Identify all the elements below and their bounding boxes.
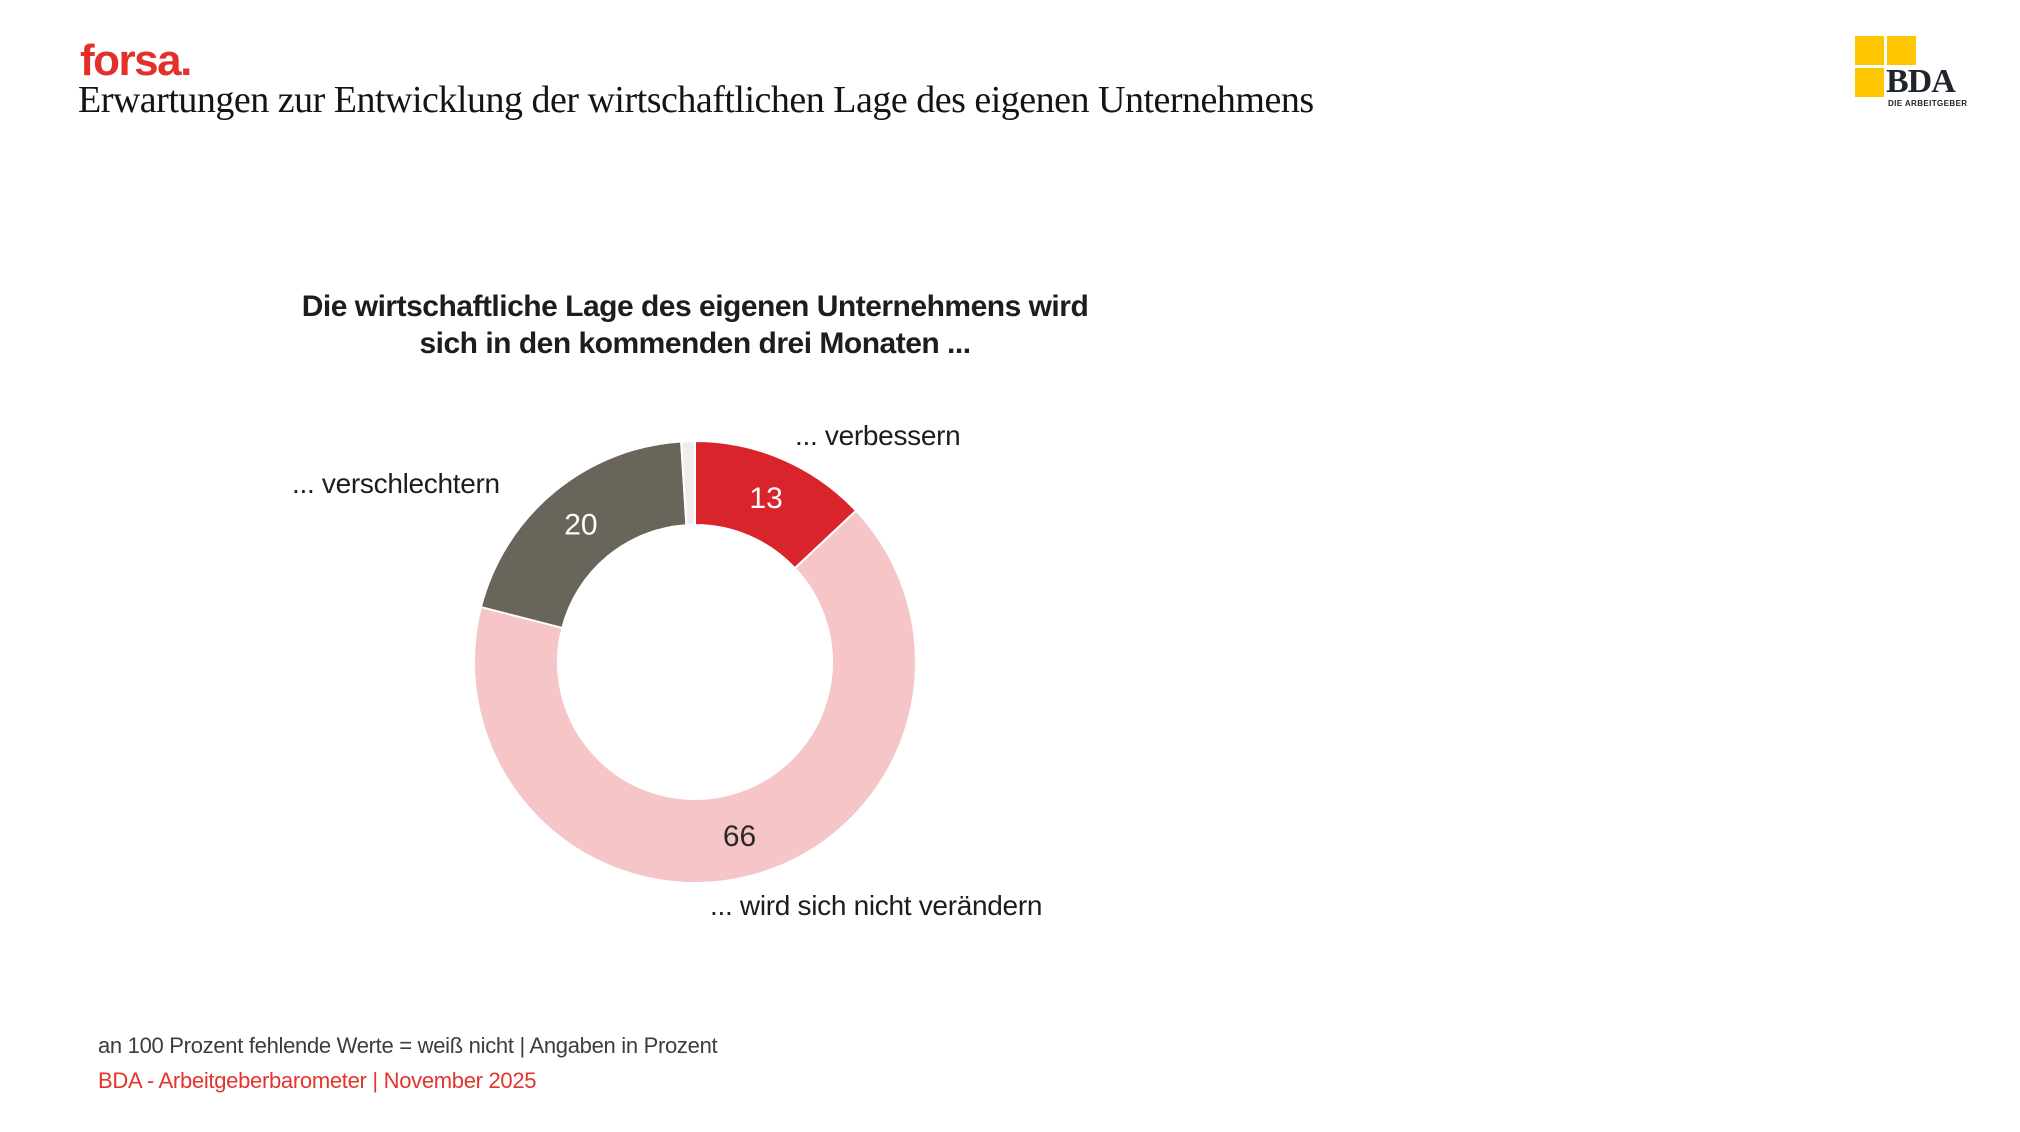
bda-logo-subtitle: DIE ARBEITGEBER [1888, 99, 1968, 108]
chart-title-line1: Die wirtschaftliche Lage des eigenen Unt… [301, 290, 1089, 323]
donut-value-label-0: 13 [749, 482, 782, 515]
segment-label-verschlechtern: ... verschlechtern [292, 468, 500, 499]
donut-value-label-1: 66 [723, 820, 756, 853]
page-title: Erwartungen zur Entwicklung der wirtscha… [78, 79, 1314, 121]
footnote: an 100 Prozent fehlende Werte = weiß nic… [98, 1033, 718, 1058]
chart-title-line2: sich in den kommenden drei Monaten ... [419, 327, 971, 360]
donut-segment-3 [680, 439, 696, 527]
segment-label-nicht-veraendern: ... wird sich nicht verändern [710, 890, 1043, 921]
bda-logo-square [1855, 36, 1884, 65]
forsa-logo: forsa. [80, 36, 192, 85]
donut-value-label-2: 20 [564, 509, 597, 542]
donut-segment-1 [473, 509, 917, 884]
bda-logo-text: BDA [1886, 63, 1956, 100]
bda-logo: BDA DIE ARBEITGEBER [1855, 36, 1968, 108]
segment-label-verbessern: ... verbessern [795, 420, 961, 451]
donut-segment-2 [479, 440, 688, 630]
bda-logo-square [1855, 68, 1884, 97]
donut-chart: 13 66 20 [473, 439, 917, 884]
chart-title: Die wirtschaftliche Lage des eigenen Unt… [245, 288, 1145, 362]
bda-logo-square [1887, 36, 1916, 65]
source-line: BDA - Arbeitgeberbarometer | November 20… [98, 1068, 537, 1093]
